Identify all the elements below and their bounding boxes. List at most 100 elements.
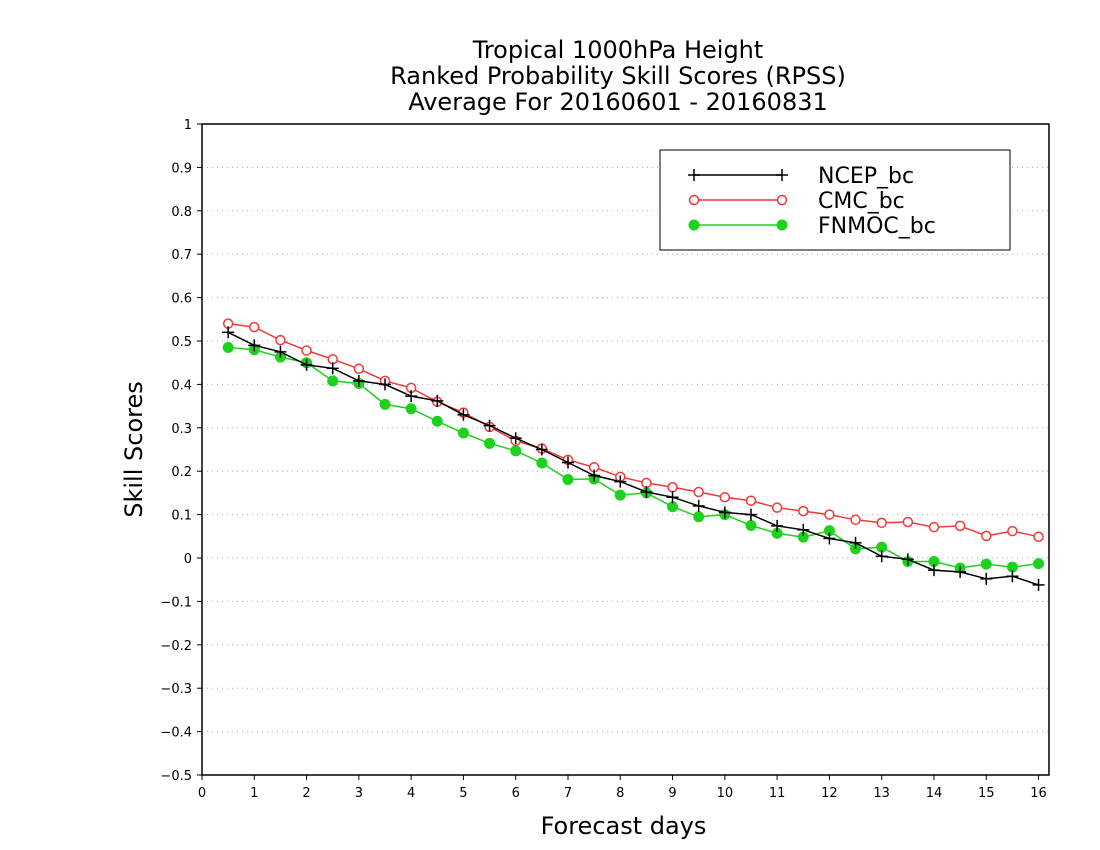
open-circle-marker bbox=[719, 491, 731, 503]
legend-entry: NCEP_bc bbox=[688, 164, 914, 189]
open-circle-marker bbox=[1007, 525, 1018, 537]
filled-circle-marker bbox=[980, 558, 992, 570]
plus-marker bbox=[849, 536, 862, 549]
y-tick-label: 0.2 bbox=[171, 465, 192, 480]
title-line: Average For 20160601 - 20160831 bbox=[408, 88, 828, 116]
y-tick-label: −0.1 bbox=[160, 595, 192, 610]
series-line bbox=[228, 322, 1039, 538]
x-tick-label: 14 bbox=[926, 786, 943, 801]
plus-marker bbox=[771, 519, 784, 532]
plot-frame bbox=[201, 123, 1050, 776]
data-series bbox=[222, 318, 1045, 591]
filled-circle-marker bbox=[327, 375, 339, 387]
filled-circle-marker bbox=[562, 473, 574, 485]
filled-circle-marker bbox=[1033, 558, 1045, 570]
x-axis-label: Forecast days bbox=[541, 812, 707, 840]
y-tick-label: 0.4 bbox=[171, 378, 192, 393]
x-tick-label: 6 bbox=[512, 786, 520, 801]
plus-marker bbox=[718, 506, 731, 519]
filled-circle-marker bbox=[688, 219, 700, 231]
plus-marker bbox=[1032, 578, 1045, 591]
open-circle-marker bbox=[301, 345, 312, 356]
x-tick-label: 15 bbox=[978, 786, 995, 801]
x-tick-label: 1 bbox=[250, 786, 258, 801]
open-circle-marker bbox=[928, 521, 940, 533]
x-tick-label: 16 bbox=[1030, 786, 1047, 801]
plus-marker bbox=[797, 523, 810, 536]
plus-marker bbox=[1006, 570, 1019, 583]
plus-marker bbox=[776, 169, 788, 181]
plus-marker bbox=[588, 469, 601, 482]
filled-circle-marker bbox=[484, 437, 496, 449]
y-tick-label: 0.5 bbox=[171, 335, 192, 350]
filled-circle-marker bbox=[431, 415, 443, 427]
plus-marker bbox=[248, 339, 261, 352]
legend-entry: FNMOC_bc bbox=[688, 214, 936, 239]
series-NCEP_bc bbox=[222, 326, 1045, 591]
plus-marker bbox=[483, 419, 496, 432]
y-tick-label: 0.8 bbox=[171, 205, 192, 220]
x-tick-label: 4 bbox=[407, 786, 415, 801]
x-tick-label: 10 bbox=[717, 786, 734, 801]
plus-marker bbox=[352, 374, 365, 387]
filled-circle-marker bbox=[693, 511, 705, 523]
filled-circle-marker bbox=[405, 403, 417, 415]
y-axis-label: Skill Scores bbox=[120, 381, 148, 518]
plus-marker bbox=[326, 362, 339, 375]
series-FNMOC_bc bbox=[222, 342, 1045, 574]
y-tick-label: 0.6 bbox=[171, 292, 192, 307]
plus-marker bbox=[509, 432, 522, 445]
legend-label: CMC_bc bbox=[818, 189, 905, 214]
open-circle-marker bbox=[981, 530, 992, 542]
title-line: Ranked Probability Skill Scores (RPSS) bbox=[390, 62, 846, 90]
x-tick-label: 8 bbox=[616, 786, 624, 801]
plus-marker bbox=[954, 565, 967, 578]
plus-marker bbox=[222, 326, 235, 339]
y-tick-label: 0.7 bbox=[171, 248, 192, 263]
plus-marker bbox=[457, 408, 470, 421]
filled-circle-marker bbox=[222, 342, 234, 354]
y-tick-label: 0.3 bbox=[171, 422, 192, 437]
series-line bbox=[228, 346, 1039, 569]
plus-marker bbox=[378, 378, 391, 391]
title-line: Tropical 1000hPa Height bbox=[472, 36, 764, 64]
grid-lines bbox=[202, 166, 1049, 733]
open-circle-marker bbox=[776, 194, 788, 206]
filled-circle-marker bbox=[667, 501, 679, 513]
plus-marker bbox=[823, 532, 836, 545]
y-tick-label: 1 bbox=[184, 118, 192, 133]
plus-marker bbox=[405, 390, 418, 403]
plus-marker bbox=[688, 169, 700, 181]
plus-marker bbox=[901, 553, 914, 566]
x-tick-label: 11 bbox=[769, 786, 786, 801]
plus-marker bbox=[927, 564, 940, 577]
x-tick-label: 3 bbox=[355, 786, 363, 801]
y-tick-label: −0.4 bbox=[160, 726, 192, 741]
filled-circle-marker bbox=[457, 427, 469, 439]
open-circle-marker bbox=[688, 194, 700, 206]
filled-circle-marker bbox=[510, 445, 522, 457]
plus-marker bbox=[640, 486, 653, 499]
series-CMC_bc bbox=[222, 318, 1044, 542]
plus-marker bbox=[614, 475, 627, 488]
open-circle-marker bbox=[667, 482, 678, 493]
open-circle-marker bbox=[771, 502, 783, 513]
x-tick-label: 2 bbox=[302, 786, 310, 801]
y-tick-label: 0.9 bbox=[171, 161, 192, 176]
filled-circle-marker bbox=[379, 398, 391, 410]
open-circle-marker bbox=[275, 334, 286, 346]
legend-label: FNMOC_bc bbox=[818, 214, 936, 239]
plus-marker bbox=[692, 499, 705, 512]
filled-circle-marker bbox=[745, 519, 757, 531]
x-tick-label: 7 bbox=[564, 786, 572, 801]
open-circle-marker bbox=[693, 486, 704, 498]
open-circle-marker bbox=[824, 509, 835, 520]
y-tick-label: 0.1 bbox=[171, 509, 192, 524]
x-tick-label: 13 bbox=[873, 786, 890, 801]
x-tick-label: 12 bbox=[821, 786, 838, 801]
open-circle-marker bbox=[1033, 531, 1044, 542]
series-line bbox=[227, 331, 1039, 586]
